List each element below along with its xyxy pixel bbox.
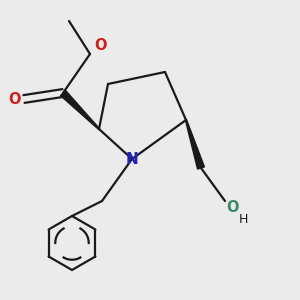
Polygon shape: [185, 120, 204, 169]
Text: H: H: [239, 213, 248, 226]
Text: O: O: [94, 38, 107, 52]
Text: N: N: [126, 152, 138, 166]
Text: O: O: [8, 92, 21, 106]
Text: O: O: [226, 200, 239, 214]
Polygon shape: [61, 91, 99, 129]
